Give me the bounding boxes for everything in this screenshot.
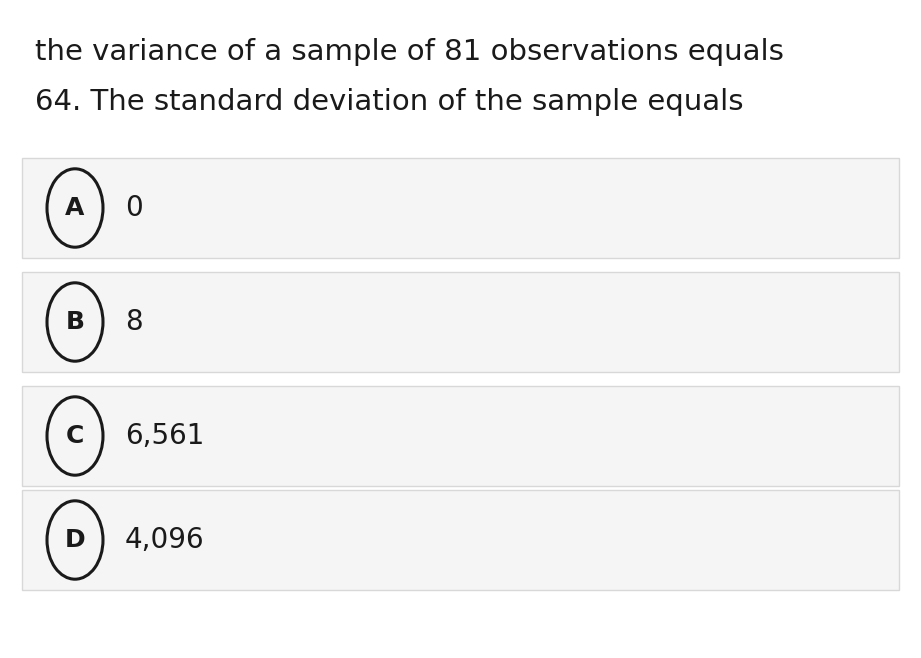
FancyBboxPatch shape xyxy=(22,490,899,590)
Ellipse shape xyxy=(47,169,103,247)
Ellipse shape xyxy=(47,283,103,361)
Ellipse shape xyxy=(47,397,103,475)
Text: A: A xyxy=(65,196,85,220)
Text: 4,096: 4,096 xyxy=(125,526,204,554)
Text: 64. The standard deviation of the sample equals: 64. The standard deviation of the sample… xyxy=(35,88,743,116)
FancyBboxPatch shape xyxy=(22,158,899,258)
Text: C: C xyxy=(65,424,84,448)
Text: 8: 8 xyxy=(125,308,143,336)
Text: 6,561: 6,561 xyxy=(125,422,204,450)
Text: the variance of a sample of 81 observations equals: the variance of a sample of 81 observati… xyxy=(35,38,784,66)
Text: B: B xyxy=(65,310,85,334)
Text: 0: 0 xyxy=(125,194,143,222)
Ellipse shape xyxy=(47,501,103,579)
Text: D: D xyxy=(64,528,86,552)
FancyBboxPatch shape xyxy=(22,272,899,372)
FancyBboxPatch shape xyxy=(22,386,899,486)
